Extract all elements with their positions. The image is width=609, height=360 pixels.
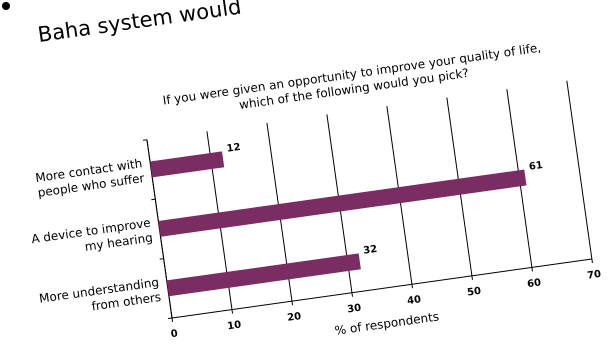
y-tick-label: A device to improvemy hearing [30,215,153,260]
value-label: 61 [528,160,543,173]
bar [150,151,225,178]
tick-mark [591,258,593,264]
tick-mark [351,292,353,297]
heading: Baha system would [36,0,243,47]
bar [158,169,527,237]
y-tick [159,258,164,260]
x-tick-label: 70 [587,269,602,282]
tick-mark [471,275,473,280]
x-tick-label: 0 [170,328,178,340]
bar [166,253,361,297]
x-tick-label: 40 [407,294,422,307]
x-tick-label: 60 [527,277,542,290]
grid-line [566,80,593,260]
tick-mark [291,301,294,306]
x-tick-label: 50 [467,286,482,299]
bullet [2,2,10,10]
x-tick-label: 30 [347,303,362,316]
tick-mark [171,317,174,323]
y-tick [167,317,173,320]
x-tick-label: 10 [227,319,242,332]
value-label: 12 [226,142,241,155]
value-label: 32 [363,244,378,257]
tick-mark [411,284,413,289]
chart-title: If you were given an opportunity to impr… [162,41,542,108]
chart: 0 10 20 30 40 50 60 70 12 More contact withpeople… [30,41,602,341]
tick-mark [531,267,533,272]
y-tick [151,198,156,201]
x-axis [171,258,592,319]
x-tick-label: 20 [287,311,302,324]
y-tick-label: More contact withpeople who suffer [34,156,145,200]
y-tick-label: More understandingfrom others [38,275,162,321]
y-tick [142,139,148,141]
tick-mark [231,309,234,314]
